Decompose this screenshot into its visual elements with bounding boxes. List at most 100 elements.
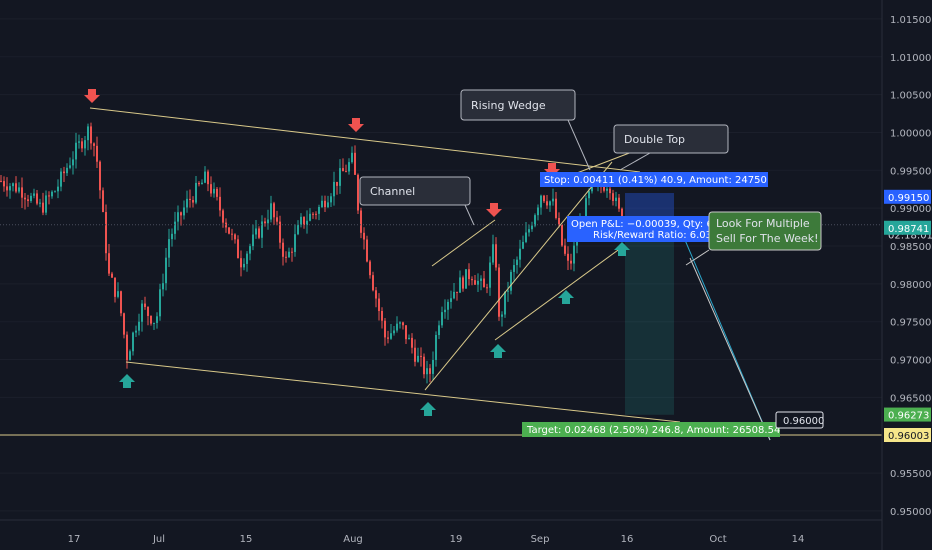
profit-zone xyxy=(625,224,674,415)
sell-note-pointer xyxy=(685,249,710,266)
candle-body xyxy=(387,337,389,339)
candle-body xyxy=(96,145,98,162)
price-axis-tick: 0.99500 xyxy=(890,166,931,177)
candle-body xyxy=(408,337,410,340)
candle-body xyxy=(546,201,548,206)
time-axis-tick: Jul xyxy=(152,534,165,545)
channel-box xyxy=(359,176,471,206)
price-tag-box xyxy=(884,189,931,204)
candle-body xyxy=(444,309,446,313)
buy-arrow-icon xyxy=(614,242,630,256)
candle-body xyxy=(573,245,575,264)
candle-body xyxy=(459,277,461,293)
candle-body xyxy=(507,290,509,292)
candle-body xyxy=(72,159,74,166)
candle-body xyxy=(342,168,344,172)
time-axis-tick: 14 xyxy=(792,534,805,545)
candle-body xyxy=(426,368,428,375)
candle-body xyxy=(504,291,506,315)
candle-body xyxy=(501,314,503,317)
candle-body xyxy=(9,186,11,191)
candle-body xyxy=(615,197,617,201)
candle-body xyxy=(138,321,140,331)
target-price-value: 0.96000 xyxy=(783,416,824,427)
trend-line xyxy=(424,161,613,391)
candle-body xyxy=(375,290,377,299)
candle-body xyxy=(258,228,260,238)
candle-body xyxy=(354,152,356,175)
candle-body xyxy=(603,185,605,191)
candle-body xyxy=(441,312,443,326)
candle-body xyxy=(21,187,23,198)
candle-body xyxy=(51,191,53,197)
candle-body xyxy=(369,261,371,276)
trend-line xyxy=(89,107,641,173)
sell-arrow-icon xyxy=(348,118,364,132)
candle-body xyxy=(513,265,515,272)
candle-body xyxy=(525,232,527,242)
candle-body xyxy=(171,233,173,240)
candle-body xyxy=(537,207,539,216)
candle-body xyxy=(255,228,257,235)
candle-body xyxy=(339,168,341,186)
risk-reward-label: Risk/Reward Ratio: 6.03 xyxy=(593,230,712,241)
candle-body xyxy=(324,200,326,208)
candle-body xyxy=(297,224,299,235)
candle-body xyxy=(126,334,128,361)
candle-body xyxy=(93,143,95,146)
price-tag-label: 0.98741 xyxy=(888,224,929,235)
rising-wedge-box xyxy=(460,89,576,121)
candle-body xyxy=(156,316,158,323)
sell-note-line2: Sell For The Week! xyxy=(716,232,819,245)
candle-body xyxy=(3,181,5,187)
channel-label: Channel xyxy=(370,185,415,198)
candle-body xyxy=(420,355,422,357)
candle-body xyxy=(180,212,182,216)
time-axis-tick: 16 xyxy=(621,534,634,545)
time-axis-tick: Oct xyxy=(709,534,726,545)
candle-body xyxy=(414,347,416,362)
price-tag-box xyxy=(884,407,931,422)
candle-body xyxy=(246,253,248,264)
candle-body xyxy=(393,330,395,334)
candle-body xyxy=(378,298,380,311)
candle-body xyxy=(498,267,500,317)
candle-body xyxy=(606,188,608,191)
candle-body xyxy=(570,260,572,264)
candle-body xyxy=(123,313,125,335)
candle-body xyxy=(129,351,131,361)
candle-body xyxy=(132,332,134,352)
candle-body xyxy=(84,140,86,149)
candle-body xyxy=(447,301,449,310)
double-top-box xyxy=(613,124,729,154)
candle-body xyxy=(261,221,263,238)
candle-body xyxy=(480,278,482,281)
candle-body xyxy=(213,188,215,194)
price-axis-tick: 0.97500 xyxy=(890,318,931,329)
candle-body xyxy=(384,320,386,338)
price-axis-tick: 1.00500 xyxy=(890,91,931,102)
candle-body xyxy=(54,191,56,193)
price-axis-tick: 0.95000 xyxy=(890,507,931,518)
candle-body xyxy=(477,280,479,285)
target-label-box xyxy=(522,422,780,437)
candle-body xyxy=(12,183,14,187)
price-axis-tick: 0.97000 xyxy=(890,356,931,367)
candle-body xyxy=(303,216,305,226)
candle-body xyxy=(402,322,404,326)
price-axis-bg xyxy=(882,0,932,550)
candle-body xyxy=(75,142,77,160)
candle-body xyxy=(528,229,530,233)
price-tag-box xyxy=(884,220,931,235)
sell-note-line1: Look For Multiple xyxy=(716,217,810,230)
candle-body xyxy=(456,291,458,293)
candle-body xyxy=(69,165,71,168)
candle-body xyxy=(588,191,590,199)
candle-body xyxy=(429,368,431,374)
sell-arrow-icon xyxy=(84,89,100,103)
candle-body xyxy=(66,167,68,174)
candle-body xyxy=(534,215,536,226)
candle-body xyxy=(585,198,587,224)
